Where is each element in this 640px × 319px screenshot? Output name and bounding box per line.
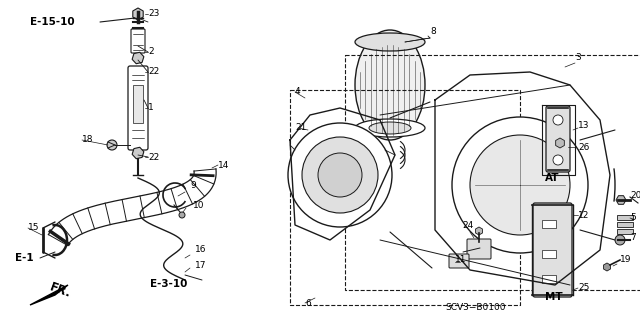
Bar xyxy=(542,275,556,283)
FancyBboxPatch shape xyxy=(533,203,572,297)
Text: E-15-10: E-15-10 xyxy=(30,17,75,27)
Text: 21: 21 xyxy=(295,123,307,132)
Bar xyxy=(542,250,556,258)
Text: 5: 5 xyxy=(630,213,636,222)
Circle shape xyxy=(179,212,185,218)
Text: 15: 15 xyxy=(28,224,40,233)
Text: 12: 12 xyxy=(578,211,589,219)
Bar xyxy=(617,222,633,227)
Text: 14: 14 xyxy=(218,160,229,169)
Bar xyxy=(542,220,556,228)
FancyBboxPatch shape xyxy=(546,106,570,172)
Circle shape xyxy=(302,137,378,213)
Text: 4: 4 xyxy=(295,87,301,97)
Text: 9: 9 xyxy=(190,181,196,189)
Ellipse shape xyxy=(355,33,425,51)
Text: 24: 24 xyxy=(462,220,473,229)
Circle shape xyxy=(288,123,392,227)
Text: 17: 17 xyxy=(195,261,207,270)
Text: AT: AT xyxy=(545,173,559,183)
Ellipse shape xyxy=(355,119,425,137)
Circle shape xyxy=(452,117,588,253)
Text: E-1: E-1 xyxy=(15,253,34,263)
Text: 10: 10 xyxy=(193,201,205,210)
Text: 18: 18 xyxy=(82,136,93,145)
Circle shape xyxy=(615,235,625,245)
Text: 11: 11 xyxy=(455,256,467,264)
Circle shape xyxy=(470,135,570,235)
FancyBboxPatch shape xyxy=(449,254,469,268)
Text: 2: 2 xyxy=(148,48,154,56)
Text: MT: MT xyxy=(545,292,563,302)
Text: 22: 22 xyxy=(148,152,159,161)
Ellipse shape xyxy=(355,30,425,140)
Bar xyxy=(617,229,633,234)
Text: 25: 25 xyxy=(578,284,589,293)
Text: 13: 13 xyxy=(578,121,589,130)
Text: 23: 23 xyxy=(148,10,159,19)
Text: 6: 6 xyxy=(305,299,311,308)
Bar xyxy=(290,90,520,305)
Text: 26: 26 xyxy=(578,143,589,152)
Circle shape xyxy=(553,155,563,165)
Bar xyxy=(617,215,633,220)
Text: 16: 16 xyxy=(195,246,207,255)
Text: FR.: FR. xyxy=(48,280,73,300)
Text: 7: 7 xyxy=(630,234,636,242)
Text: SCV3−B0100: SCV3−B0100 xyxy=(445,302,506,311)
Bar xyxy=(345,55,640,290)
Text: E-3-10: E-3-10 xyxy=(150,279,188,289)
FancyBboxPatch shape xyxy=(467,239,491,259)
Circle shape xyxy=(318,153,362,197)
Circle shape xyxy=(553,115,563,125)
Bar xyxy=(133,85,143,123)
Text: 19: 19 xyxy=(620,256,632,264)
FancyBboxPatch shape xyxy=(128,66,148,150)
Text: 3: 3 xyxy=(575,53,580,62)
Polygon shape xyxy=(30,285,68,305)
FancyBboxPatch shape xyxy=(131,29,145,53)
Text: 20: 20 xyxy=(630,190,640,199)
Text: 8: 8 xyxy=(430,27,436,36)
Text: 22: 22 xyxy=(148,68,159,77)
Ellipse shape xyxy=(369,122,411,134)
Circle shape xyxy=(107,140,117,150)
Text: 1: 1 xyxy=(148,103,154,113)
